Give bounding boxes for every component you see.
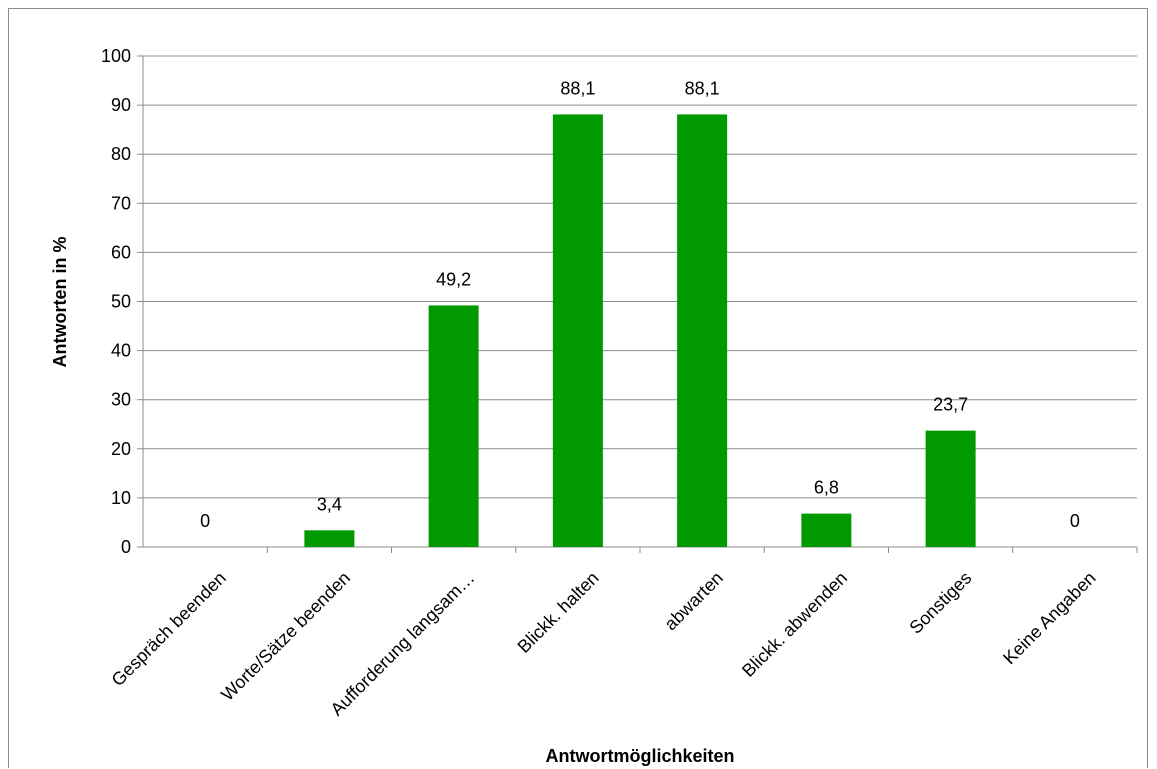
y-tick-label: 10 [111,488,131,508]
x-axis-title: Antwortmöglichkeiten [545,746,734,766]
y-axis-title: Antworten in % [50,237,70,368]
data-label: 88,1 [685,78,720,98]
bar [677,114,728,547]
bar [552,114,603,547]
y-tick-label: 50 [111,292,131,312]
bar [428,305,479,547]
bars [304,114,976,547]
y-tick-label: 70 [111,193,131,213]
y-tick-label: 90 [111,95,131,115]
category-label: Blickk. abwenden [738,568,851,681]
y-tick-label: 0 [121,537,131,557]
category-label: Gespräch beenden [108,568,230,690]
data-label: 0 [200,511,210,531]
bar [801,513,852,547]
category-label: Blickk. halten [514,568,603,657]
data-label: 3,4 [317,494,342,514]
data-label: 0 [1070,511,1080,531]
category-label: Aufforderung langsam… [327,568,479,720]
y-tick-label: 100 [101,46,131,66]
category-label: abwarten [660,568,727,635]
axes [137,55,1138,553]
category-label: Keine Angaben [999,568,1099,668]
data-label: 49,2 [436,269,471,289]
data-label: 23,7 [933,395,968,415]
y-tick-label: 40 [111,341,131,361]
bar [304,530,355,547]
y-tick-label: 20 [111,439,131,459]
y-tick-label: 30 [111,390,131,410]
data-label: 6,8 [814,478,839,498]
y-tick-label: 60 [111,242,131,262]
category-label: Worte/Sätze beenden [217,568,354,705]
bar [925,430,976,547]
y-tick-label: 80 [111,144,131,164]
gridlines [143,55,1137,499]
category-label: Sonstiges [905,568,975,638]
data-label: 88,1 [560,78,595,98]
